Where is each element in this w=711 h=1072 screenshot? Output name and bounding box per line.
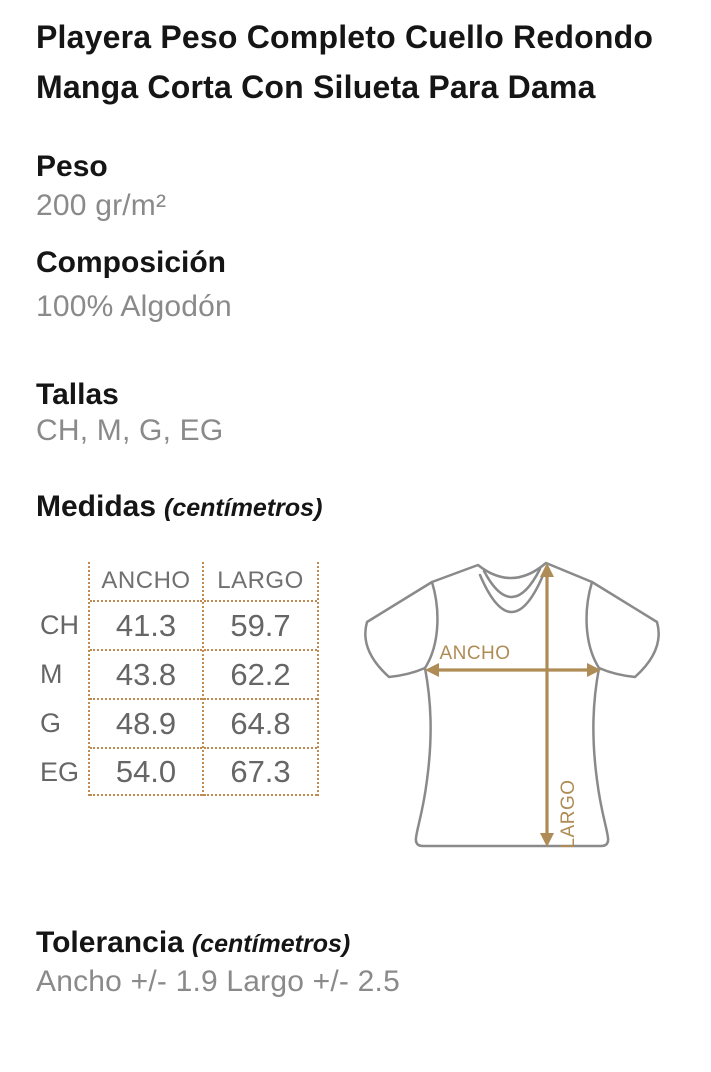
tolerancia-heading-row: Tolerancia (centímetros)	[36, 925, 350, 961]
largo-arrowhead-bottom	[540, 833, 554, 847]
ancho-column-header: ANCHO	[101, 567, 191, 594]
size-table-label-column: CH M G EG	[36, 562, 88, 796]
diagram-ancho-label: ANCHO	[439, 643, 510, 664]
tshirt-outline	[364, 561, 660, 848]
composicion-heading: Composición	[36, 246, 227, 279]
largo-column-header: LARGO	[217, 567, 304, 594]
tallas-value: CH, M, G, EG	[36, 414, 224, 447]
ancho-value-cell: 41.3	[90, 600, 202, 649]
tolerancia-unit-note: (centímetros)	[191, 930, 351, 958]
tshirt-measurement-diagram: ANCHO LARGO	[355, 550, 711, 880]
tolerancia-value: Ancho +/- 1.9 Largo +/- 2.5	[36, 965, 400, 998]
size-table-ancho-column: ANCHO 41.3 43.8 48.9 54.0	[88, 562, 202, 796]
peso-heading: Peso	[36, 150, 108, 183]
medidas-heading-row: Medidas (centímetros)	[36, 489, 322, 525]
medidas-unit-note: (centímetros)	[164, 494, 323, 522]
largo-arrow	[540, 563, 554, 847]
largo-value-cell: 59.7	[204, 600, 317, 649]
size-row-label: CH	[40, 610, 79, 640]
largo-value-cell: 64.8	[204, 698, 317, 747]
ancho-value-cell: 43.8	[90, 649, 202, 698]
composicion-value: 100% Algodón	[36, 290, 232, 323]
ancho-value-cell: 54.0	[90, 747, 202, 796]
largo-value-cell: 62.2	[204, 649, 317, 698]
right-armhole-seam	[585, 580, 601, 670]
size-row-label: G	[40, 708, 62, 738]
size-table-corner-spacer	[36, 562, 88, 600]
peso-value: 200 gr/m²	[36, 189, 167, 222]
size-row-label: M	[40, 659, 63, 689]
tolerancia-heading: Tolerancia	[36, 926, 184, 959]
largo-value-cell: 67.3	[204, 747, 317, 796]
tallas-heading: Tallas	[36, 378, 119, 411]
collar-band-bottom-edge	[478, 571, 546, 614]
ancho-value-cell: 48.9	[90, 698, 202, 747]
ancho-arrowhead-right	[587, 663, 601, 677]
medidas-heading: Medidas	[36, 490, 157, 523]
ancho-arrow	[425, 663, 601, 677]
size-row-label: EG	[40, 757, 80, 787]
collar-band-top-edge	[482, 567, 542, 599]
diagram-largo-label: LARGO	[558, 779, 579, 848]
size-table-largo-column: LARGO 59.7 62.2 64.8 67.3	[202, 562, 319, 796]
ancho-arrowhead-left	[425, 663, 439, 677]
size-table: CH M G EG ANCHO 41.3 43.8 48.9 54.0 LARG…	[36, 562, 319, 796]
left-armhole-seam	[423, 580, 439, 670]
page-title: Playera Peso Completo Cuello Redondo Man…	[36, 19, 654, 105]
largo-arrowhead-top	[540, 563, 554, 577]
